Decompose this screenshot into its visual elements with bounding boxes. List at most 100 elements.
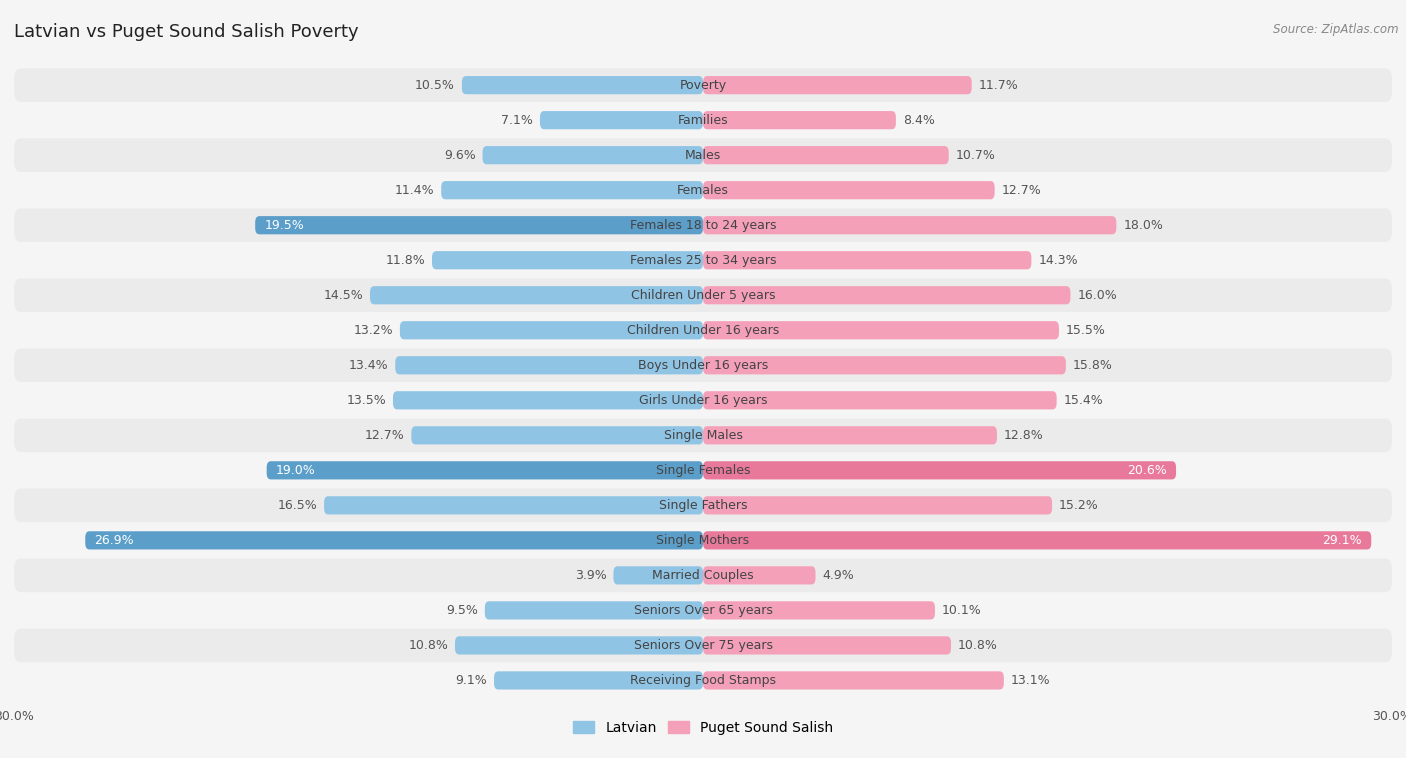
Text: 19.5%: 19.5% [264,219,304,232]
Text: 13.4%: 13.4% [349,359,388,371]
FancyBboxPatch shape [14,453,1392,487]
FancyBboxPatch shape [703,496,1052,515]
Text: 20.6%: 20.6% [1128,464,1167,477]
FancyBboxPatch shape [703,531,1371,550]
FancyBboxPatch shape [613,566,703,584]
FancyBboxPatch shape [14,208,1392,242]
FancyBboxPatch shape [256,216,703,234]
FancyBboxPatch shape [14,384,1392,417]
Text: Single Males: Single Males [664,429,742,442]
FancyBboxPatch shape [14,489,1392,522]
Text: 4.9%: 4.9% [823,569,855,582]
Text: Source: ZipAtlas.com: Source: ZipAtlas.com [1274,23,1399,36]
FancyBboxPatch shape [14,278,1392,312]
FancyBboxPatch shape [441,181,703,199]
FancyBboxPatch shape [14,68,1392,102]
FancyBboxPatch shape [456,636,703,654]
Text: 16.5%: 16.5% [277,499,318,512]
FancyBboxPatch shape [703,111,896,130]
FancyBboxPatch shape [14,349,1392,382]
Text: Single Mothers: Single Mothers [657,534,749,547]
Text: Poverty: Poverty [679,79,727,92]
Text: Receiving Food Stamps: Receiving Food Stamps [630,674,776,687]
FancyBboxPatch shape [485,601,703,619]
FancyBboxPatch shape [14,103,1392,137]
FancyBboxPatch shape [703,356,1066,374]
FancyBboxPatch shape [370,286,703,305]
Text: 29.1%: 29.1% [1323,534,1362,547]
Text: 8.4%: 8.4% [903,114,935,127]
Text: 9.1%: 9.1% [456,674,486,687]
Text: 12.7%: 12.7% [364,429,405,442]
Text: 9.5%: 9.5% [446,604,478,617]
Text: Females 25 to 34 years: Females 25 to 34 years [630,254,776,267]
FancyBboxPatch shape [14,594,1392,627]
FancyBboxPatch shape [703,636,950,654]
Text: Single Females: Single Females [655,464,751,477]
Text: 11.8%: 11.8% [385,254,425,267]
Text: Children Under 16 years: Children Under 16 years [627,324,779,337]
Text: Females 18 to 24 years: Females 18 to 24 years [630,219,776,232]
FancyBboxPatch shape [703,216,1116,234]
FancyBboxPatch shape [703,321,1059,340]
FancyBboxPatch shape [703,566,815,584]
Text: 15.2%: 15.2% [1059,499,1098,512]
Text: 19.0%: 19.0% [276,464,315,477]
Text: 11.4%: 11.4% [395,183,434,196]
Text: Latvian vs Puget Sound Salish Poverty: Latvian vs Puget Sound Salish Poverty [14,23,359,41]
Text: 16.0%: 16.0% [1077,289,1118,302]
Text: 12.8%: 12.8% [1004,429,1043,442]
FancyBboxPatch shape [14,628,1392,662]
FancyBboxPatch shape [412,426,703,444]
FancyBboxPatch shape [461,76,703,94]
FancyBboxPatch shape [703,391,1057,409]
Text: 10.1%: 10.1% [942,604,981,617]
FancyBboxPatch shape [323,496,703,515]
FancyBboxPatch shape [703,286,1070,305]
Legend: Latvian, Puget Sound Salish: Latvian, Puget Sound Salish [568,716,838,741]
Text: 14.5%: 14.5% [323,289,363,302]
FancyBboxPatch shape [14,243,1392,277]
Text: Girls Under 16 years: Girls Under 16 years [638,394,768,407]
FancyBboxPatch shape [14,559,1392,592]
Text: 15.4%: 15.4% [1063,394,1104,407]
Text: Married Couples: Married Couples [652,569,754,582]
FancyBboxPatch shape [703,601,935,619]
FancyBboxPatch shape [392,391,703,409]
FancyBboxPatch shape [86,531,703,550]
FancyBboxPatch shape [703,426,997,444]
Text: Boys Under 16 years: Boys Under 16 years [638,359,768,371]
FancyBboxPatch shape [703,251,1032,269]
Text: 3.9%: 3.9% [575,569,606,582]
Text: 11.7%: 11.7% [979,79,1018,92]
Text: 10.5%: 10.5% [415,79,456,92]
FancyBboxPatch shape [395,356,703,374]
FancyBboxPatch shape [703,461,1175,479]
FancyBboxPatch shape [14,174,1392,207]
FancyBboxPatch shape [14,524,1392,557]
Text: Males: Males [685,149,721,161]
Text: Children Under 5 years: Children Under 5 years [631,289,775,302]
FancyBboxPatch shape [482,146,703,164]
Text: 13.1%: 13.1% [1011,674,1050,687]
Text: 15.5%: 15.5% [1066,324,1105,337]
Text: 13.2%: 13.2% [353,324,392,337]
Text: 15.8%: 15.8% [1073,359,1112,371]
Text: 10.8%: 10.8% [957,639,998,652]
Text: Single Fathers: Single Fathers [659,499,747,512]
FancyBboxPatch shape [703,181,994,199]
FancyBboxPatch shape [703,146,949,164]
Text: 10.8%: 10.8% [408,639,449,652]
FancyBboxPatch shape [703,76,972,94]
FancyBboxPatch shape [14,663,1392,697]
Text: Females: Females [678,183,728,196]
FancyBboxPatch shape [14,139,1392,172]
FancyBboxPatch shape [703,672,1004,690]
FancyBboxPatch shape [267,461,703,479]
Text: 7.1%: 7.1% [501,114,533,127]
Text: 9.6%: 9.6% [444,149,475,161]
Text: Families: Families [678,114,728,127]
Text: 12.7%: 12.7% [1001,183,1042,196]
Text: 26.9%: 26.9% [94,534,134,547]
FancyBboxPatch shape [14,418,1392,452]
